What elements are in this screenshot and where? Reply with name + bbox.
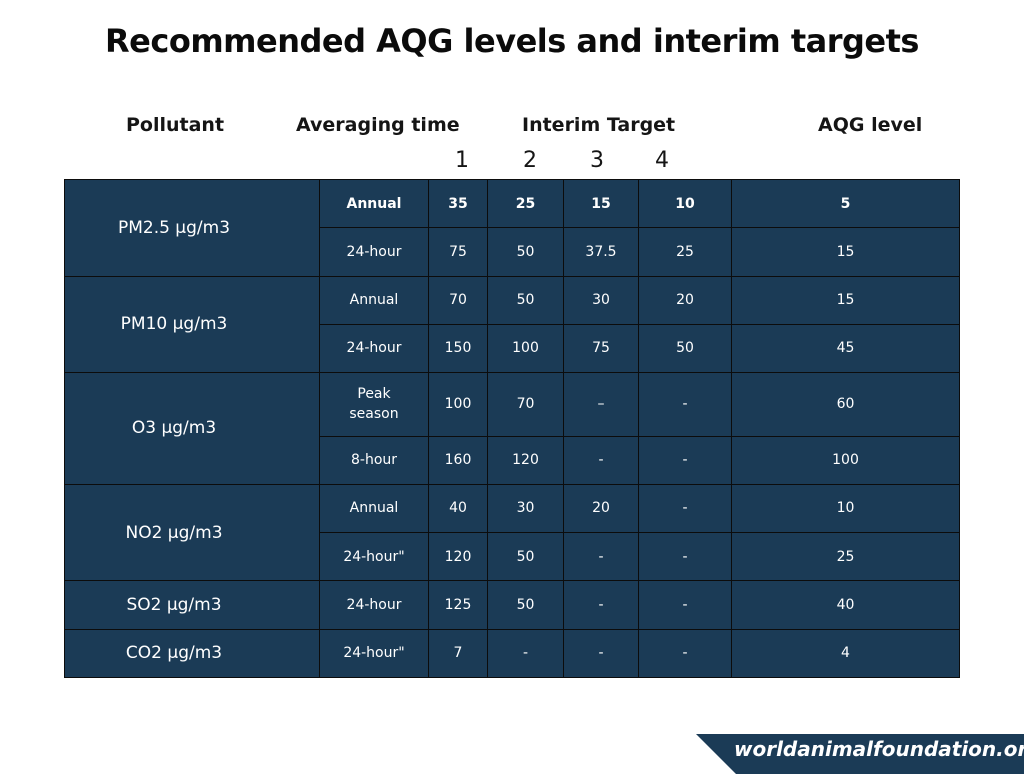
interim-target-cell: 20 xyxy=(563,483,639,534)
table-row: 24-hour 150 100 75 50 45 xyxy=(65,323,960,374)
aqg-level-cell: 40 xyxy=(731,580,960,630)
interim-target-number-4: 4 xyxy=(655,148,669,173)
interim-target-cell: 100 xyxy=(428,372,488,437)
interim-target-cell: 125 xyxy=(428,580,488,630)
averaging-time-cell: Annual xyxy=(319,275,429,325)
pollutant-cell: CO2 µg/m3 xyxy=(64,628,320,679)
table-row: 24-hour 75 50 37.5 25 15 xyxy=(65,227,960,277)
aqg-level-cell: 60 xyxy=(731,372,960,437)
table-row: CO2 µg/m3 24-hour" 7 - - - 4 xyxy=(64,628,960,679)
interim-target-cell: 20 xyxy=(638,275,732,325)
averaging-time-cell: 8-hour xyxy=(319,435,429,485)
pollutant-cell: PM10 µg/m3 xyxy=(64,275,320,374)
interim-target-cell: 25 xyxy=(487,178,564,229)
aqg-level-cell: 100 xyxy=(731,435,960,485)
interim-target-cell: 50 xyxy=(638,323,732,374)
aqg-table: PM2.5 µg/m3 Annual 35 25 15 10 5 24-hour… xyxy=(64,178,960,679)
interim-target-cell: - xyxy=(638,483,732,534)
aqg-level-cell: 4 xyxy=(731,628,960,679)
averaging-time-cell: Annual xyxy=(319,483,429,534)
interim-target-cell: 120 xyxy=(428,532,488,582)
interim-target-cell: - xyxy=(563,628,639,679)
interim-target-cell: 30 xyxy=(563,275,639,325)
interim-target-cell: 35 xyxy=(428,178,488,229)
interim-target-cell: 70 xyxy=(487,372,564,437)
table-row: 24-hour" 120 50 - - 25 xyxy=(65,532,960,582)
pollutant-cell: PM2.5 µg/m3 xyxy=(64,179,320,277)
pollutant-cell: SO2 µg/m3 xyxy=(64,580,320,630)
pollutant-cell: NO2 µg/m3 xyxy=(64,483,320,582)
header-averaging-time: Averaging time xyxy=(296,114,460,136)
interim-target-cell: - xyxy=(638,435,732,485)
interim-target-cell: 50 xyxy=(487,227,564,277)
aqg-level-cell: 15 xyxy=(731,227,960,277)
averaging-time-cell: 24-hour xyxy=(319,227,429,277)
averaging-time-cell: 24-hour xyxy=(319,323,429,374)
page-title: Recommended AQG levels and interim targe… xyxy=(105,22,919,60)
brand-banner xyxy=(696,734,1024,774)
interim-target-cell: 25 xyxy=(638,227,732,277)
interim-target-cell: 50 xyxy=(487,580,564,630)
averaging-time-cell: 24-hour xyxy=(319,580,429,630)
interim-target-cell: - xyxy=(563,435,639,485)
interim-target-cell: 75 xyxy=(428,227,488,277)
interim-target-cell: 7 xyxy=(428,628,488,679)
interim-target-cell: - xyxy=(487,628,564,679)
interim-target-cell: 15 xyxy=(563,178,639,229)
interim-target-cell: - xyxy=(638,372,732,437)
table-row: PM10 µg/m3 Annual 70 50 30 20 15 xyxy=(64,275,960,374)
interim-target-cell: 70 xyxy=(428,275,488,325)
averaging-time-cell: Annual xyxy=(319,178,429,229)
interim-target-cell: 30 xyxy=(487,483,564,534)
interim-target-cell: 100 xyxy=(487,323,564,374)
interim-target-number-2: 2 xyxy=(523,148,537,173)
averaging-time-cell: Peak season xyxy=(319,372,429,437)
interim-target-cell: 75 xyxy=(563,323,639,374)
interim-target-cell: 50 xyxy=(487,532,564,582)
interim-target-cell: – xyxy=(563,372,639,437)
interim-target-cell: - xyxy=(638,628,732,679)
interim-target-cell: - xyxy=(563,580,639,630)
interim-target-cell: - xyxy=(563,532,639,582)
header-aqg-level: AQG level xyxy=(818,114,923,136)
interim-target-cell: 150 xyxy=(428,323,488,374)
table-row: NO2 µg/m3 Annual 40 30 20 - 10 xyxy=(64,483,960,582)
interim-target-cell: 40 xyxy=(428,483,488,534)
header-interim-target: Interim Target xyxy=(522,114,676,136)
interim-target-cell: 120 xyxy=(487,435,564,485)
table-row: SO2 µg/m3 24-hour 125 50 - - 40 xyxy=(64,580,960,630)
interim-target-cell: 50 xyxy=(487,275,564,325)
table-row: O3 µg/m3 Peak season 100 70 – - 60 xyxy=(64,372,960,485)
aqg-level-cell: 5 xyxy=(731,178,960,229)
table-row: PM2.5 µg/m3 Annual 35 25 15 10 5 xyxy=(64,178,960,277)
interim-target-cell: 10 xyxy=(638,178,732,229)
aqg-level-cell: 10 xyxy=(731,483,960,534)
pollutant-cell: O3 µg/m3 xyxy=(64,372,320,485)
interim-target-number-3: 3 xyxy=(590,148,604,173)
averaging-time-cell: 24-hour" xyxy=(319,628,429,679)
interim-target-cell: - xyxy=(638,580,732,630)
aqg-level-cell: 45 xyxy=(731,323,960,374)
interim-target-cell: - xyxy=(638,532,732,582)
table-row: 8-hour 160 120 - - 100 xyxy=(65,435,960,485)
interim-target-cell: 160 xyxy=(428,435,488,485)
header-pollutant: Pollutant xyxy=(126,114,225,136)
brand-url: worldanimalfoundation.org xyxy=(734,737,1024,761)
interim-target-number-1: 1 xyxy=(455,148,469,173)
aqg-level-cell: 15 xyxy=(731,275,960,325)
interim-target-cell: 37.5 xyxy=(563,227,639,277)
averaging-time-cell: 24-hour" xyxy=(319,532,429,582)
aqg-level-cell: 25 xyxy=(731,532,960,582)
